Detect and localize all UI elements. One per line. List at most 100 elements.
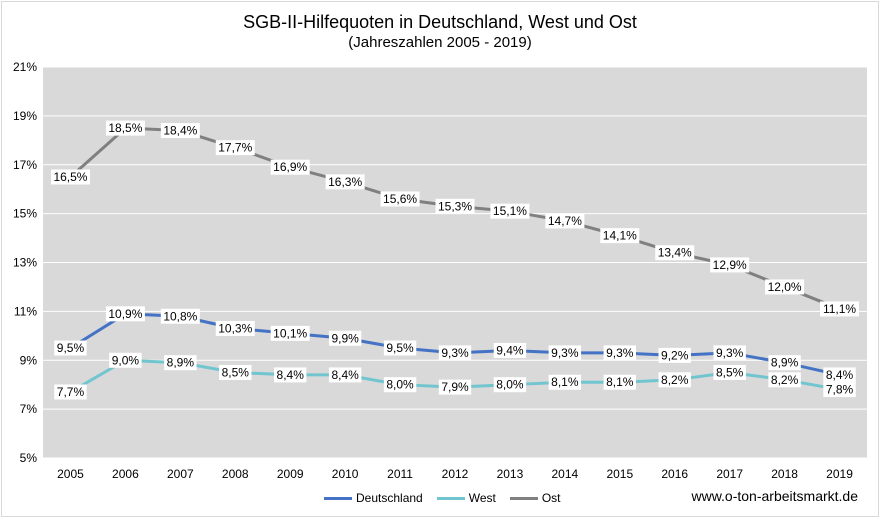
- data-label-west: 8,9%: [167, 356, 195, 370]
- data-label-west: 8,4%: [331, 368, 359, 382]
- data-label-bg: [765, 279, 805, 295]
- y-tick-label: 15%: [13, 207, 37, 221]
- data-label-bg: [655, 245, 695, 261]
- x-tick-label: 2009: [277, 467, 304, 481]
- chart-legend: Deutschland West Ost: [324, 490, 575, 506]
- data-label-bg: [820, 301, 860, 317]
- data-label-bg: [658, 372, 691, 388]
- data-label-bg: [105, 306, 145, 322]
- x-tick-label: 2019: [826, 467, 853, 481]
- data-label-bg: [823, 367, 856, 383]
- data-label-west: 8,1%: [551, 375, 579, 389]
- data-label-deutschland: 10,3%: [218, 321, 252, 335]
- data-label-west: 8,5%: [716, 365, 744, 379]
- data-label-bg: [270, 159, 310, 175]
- legend-swatch-ost: [509, 496, 538, 500]
- data-label-west: 8,0%: [496, 378, 524, 392]
- data-label-ost: 16,3%: [328, 175, 362, 189]
- data-label-ost: 16,9%: [273, 160, 307, 174]
- data-label-deutschland: 9,5%: [57, 341, 85, 355]
- legend-swatch-west: [436, 496, 465, 500]
- y-tick-label: 17%: [13, 158, 37, 172]
- data-label-west: 8,0%: [386, 378, 414, 392]
- data-label-bg: [768, 355, 801, 371]
- legend-label-deutschland: Deutschland: [356, 491, 423, 505]
- data-label-bg: [54, 384, 87, 400]
- data-label-bg: [603, 374, 636, 390]
- data-label-bg: [548, 345, 582, 361]
- data-label-bg: [160, 308, 200, 324]
- data-label-bg: [325, 174, 365, 190]
- data-label-west: 8,2%: [661, 373, 689, 387]
- data-label-ost: 15,6%: [383, 192, 417, 206]
- data-label-bg: [274, 367, 307, 383]
- data-label-bg: [105, 120, 145, 136]
- data-label-deutschland: 9,3%: [716, 346, 744, 360]
- data-label-bg: [768, 372, 801, 388]
- x-tick-label: 2015: [606, 467, 633, 481]
- x-tick-label: 2006: [112, 467, 139, 481]
- data-label-bg: [328, 330, 362, 346]
- data-label-bg: [710, 257, 750, 273]
- data-label-deutschland: 8,4%: [826, 368, 854, 382]
- data-label-ost: 17,7%: [218, 141, 252, 155]
- chart-subtitle: (Jahreszahlen 2005 - 2019): [348, 34, 532, 51]
- data-label-deutschland: 8,9%: [771, 356, 799, 370]
- data-label-bg: [548, 374, 582, 390]
- data-label-ost: 16,5%: [53, 170, 87, 184]
- data-label-deutschland: 10,1%: [273, 326, 307, 340]
- data-label-bg: [383, 377, 417, 393]
- data-label-bg: [109, 352, 142, 368]
- x-tick-label: 2013: [497, 467, 524, 481]
- legend-label-ost: Ost: [541, 491, 561, 505]
- data-label-ost: 15,3%: [438, 199, 472, 213]
- x-tick-label: 2018: [771, 467, 798, 481]
- data-label-ost: 12,9%: [713, 258, 747, 272]
- data-label-bg: [438, 345, 472, 361]
- legend-item-west: West: [436, 491, 496, 505]
- data-label-ost: 18,4%: [163, 124, 197, 138]
- data-label-deutschland: 9,3%: [441, 346, 469, 360]
- y-tick-label: 13%: [13, 256, 37, 270]
- data-label-bg: [160, 123, 200, 139]
- legend-label-west: West: [468, 491, 496, 505]
- data-label-bg: [215, 140, 255, 156]
- data-label-west: 7,8%: [826, 383, 854, 397]
- x-tick-label: 2007: [167, 467, 194, 481]
- data-label-deutschland: 9,9%: [331, 331, 359, 345]
- data-label-bg: [603, 345, 636, 361]
- y-tick-label: 7%: [20, 402, 38, 416]
- data-label-bg: [493, 342, 527, 358]
- data-label-west: 8,4%: [277, 368, 305, 382]
- data-label-deutschland: 10,8%: [163, 309, 197, 323]
- data-label-bg: [328, 367, 362, 383]
- legend-item-ost: Ost: [509, 491, 561, 505]
- data-label-deutschland: 9,3%: [606, 346, 634, 360]
- x-tick-label: 2010: [332, 467, 359, 481]
- data-label-west: 7,9%: [441, 380, 469, 394]
- data-label-west: 8,5%: [222, 365, 250, 379]
- data-label-deutschland: 9,2%: [661, 348, 689, 362]
- data-label-ost: 15,1%: [493, 204, 527, 218]
- data-label-bg: [713, 345, 746, 361]
- data-label-bg: [54, 340, 87, 356]
- data-label-ost: 11,1%: [823, 302, 856, 316]
- x-tick-label: 2011: [387, 467, 413, 481]
- data-label-deutschland: 9,5%: [386, 341, 414, 355]
- x-tick-label: 2014: [552, 467, 579, 481]
- data-label-west: 8,1%: [606, 375, 634, 389]
- data-label-bg: [380, 191, 420, 207]
- x-tick-label: 2016: [661, 467, 688, 481]
- data-label-bg: [493, 377, 527, 393]
- data-label-ost: 12,0%: [768, 280, 802, 294]
- data-label-deutschland: 10,9%: [108, 307, 142, 321]
- data-label-bg: [490, 203, 530, 219]
- data-label-ost: 13,4%: [658, 246, 692, 260]
- legend-item-deutschland: Deutschland: [324, 491, 423, 505]
- chart-title: SGB-II-Hilfequoten in Deutschland, West …: [243, 12, 637, 32]
- x-tick-label: 2017: [716, 467, 743, 481]
- data-label-deutschland: 9,3%: [551, 346, 579, 360]
- data-label-bg: [600, 228, 640, 244]
- x-tick-label: 2012: [442, 467, 469, 481]
